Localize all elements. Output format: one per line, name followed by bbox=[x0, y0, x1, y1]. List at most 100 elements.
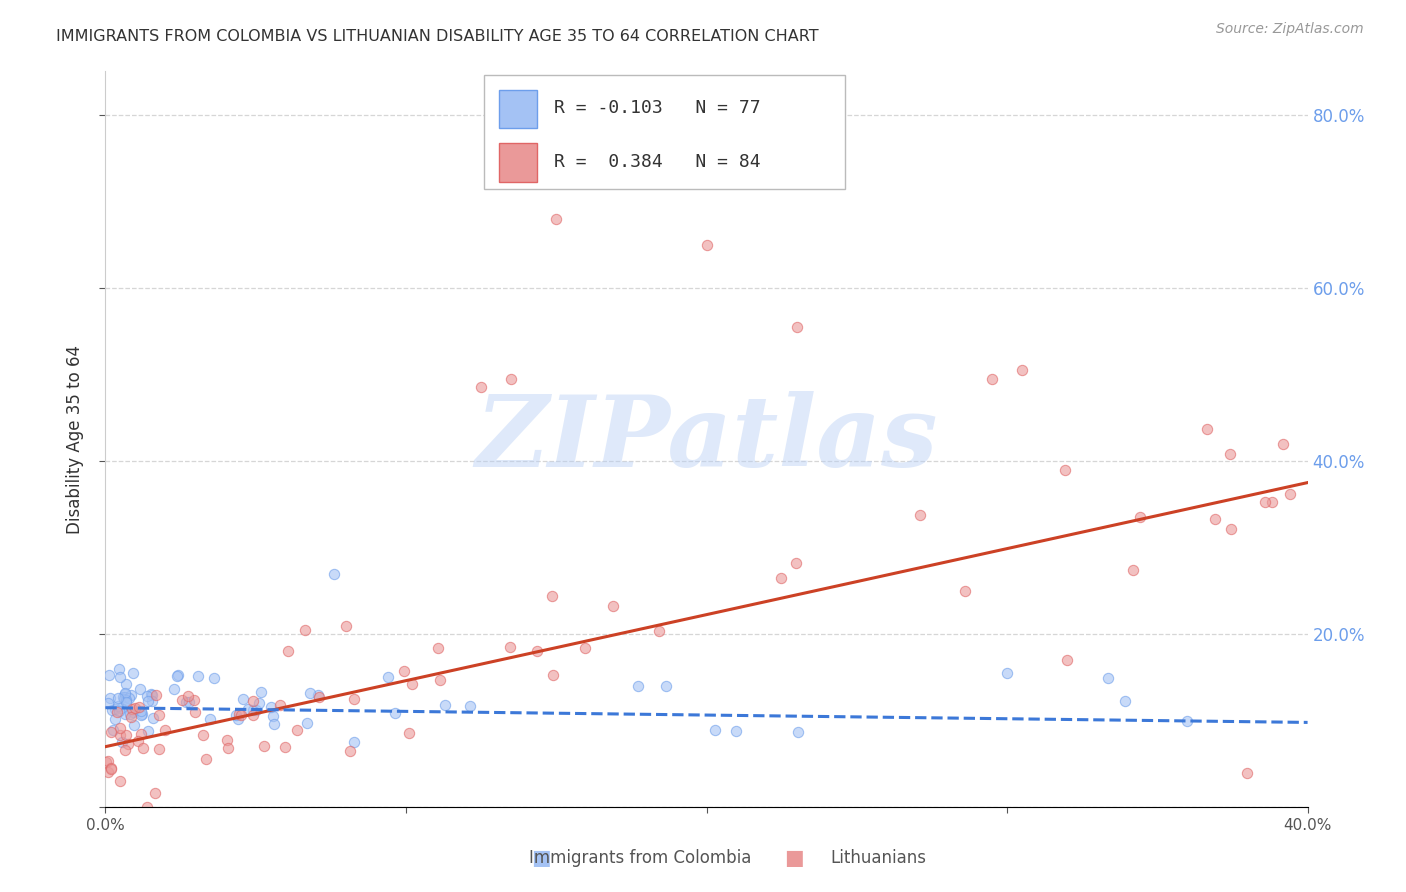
Point bbox=[285, 723, 308, 738]
Point bbox=[183, 693, 205, 707]
Point bbox=[1122, 563, 1144, 577]
Point bbox=[1220, 522, 1243, 536]
Point bbox=[377, 670, 399, 684]
Text: ■: ■ bbox=[531, 848, 551, 868]
Point bbox=[228, 706, 250, 721]
Point bbox=[100, 725, 122, 739]
Point bbox=[166, 669, 188, 683]
Point bbox=[97, 696, 120, 710]
Point bbox=[174, 695, 197, 709]
Point bbox=[242, 703, 264, 717]
Point bbox=[114, 707, 136, 722]
Point bbox=[273, 740, 295, 755]
Point bbox=[198, 712, 221, 726]
Point bbox=[136, 723, 159, 738]
Point bbox=[100, 762, 122, 776]
Point bbox=[499, 640, 522, 655]
Point bbox=[127, 733, 149, 747]
Point bbox=[277, 644, 299, 658]
Point bbox=[540, 589, 562, 603]
Point bbox=[128, 682, 150, 697]
Point bbox=[114, 728, 136, 742]
Point bbox=[97, 754, 120, 768]
Point bbox=[124, 717, 146, 731]
Point bbox=[245, 703, 267, 717]
Point bbox=[1271, 437, 1294, 451]
Point bbox=[995, 666, 1018, 681]
Point bbox=[105, 705, 128, 719]
Point bbox=[193, 728, 215, 742]
Text: Source: ZipAtlas.com: Source: ZipAtlas.com bbox=[1216, 22, 1364, 37]
Point bbox=[501, 372, 523, 386]
Point bbox=[263, 717, 285, 731]
Point bbox=[183, 706, 205, 720]
Point bbox=[401, 677, 423, 691]
Point bbox=[786, 319, 808, 334]
Point bbox=[136, 800, 159, 814]
Point bbox=[114, 687, 136, 701]
FancyBboxPatch shape bbox=[484, 75, 845, 189]
Point bbox=[1056, 653, 1078, 667]
Point bbox=[1236, 765, 1258, 780]
Point bbox=[294, 623, 316, 637]
Point bbox=[470, 380, 492, 394]
Point bbox=[1195, 422, 1218, 436]
Point bbox=[141, 688, 163, 702]
Point bbox=[299, 686, 322, 700]
Point bbox=[131, 708, 153, 723]
Point bbox=[541, 667, 564, 681]
Point bbox=[953, 584, 976, 599]
Point bbox=[167, 668, 190, 682]
Point bbox=[242, 694, 264, 708]
Point bbox=[121, 705, 143, 719]
Point bbox=[392, 665, 415, 679]
Point bbox=[129, 704, 152, 718]
Point bbox=[236, 702, 259, 716]
Point bbox=[187, 668, 209, 682]
Point bbox=[343, 735, 366, 749]
Point bbox=[163, 681, 186, 696]
Point bbox=[981, 372, 1004, 386]
Point bbox=[648, 624, 671, 639]
Point bbox=[104, 712, 127, 726]
Point bbox=[725, 723, 748, 738]
Point bbox=[112, 690, 135, 705]
Point bbox=[177, 695, 200, 709]
Point bbox=[98, 691, 121, 706]
Point bbox=[252, 739, 274, 753]
Point bbox=[145, 688, 167, 702]
Point bbox=[1053, 463, 1076, 477]
Point bbox=[322, 566, 344, 581]
Point bbox=[124, 701, 146, 715]
Point bbox=[97, 668, 120, 682]
Point bbox=[787, 725, 810, 739]
Point bbox=[131, 727, 153, 741]
Point bbox=[117, 737, 139, 751]
Point bbox=[602, 599, 624, 614]
Point bbox=[1114, 694, 1136, 708]
Point bbox=[172, 693, 194, 707]
Point bbox=[100, 761, 122, 775]
Point bbox=[384, 706, 406, 720]
Point bbox=[217, 740, 239, 755]
Point bbox=[769, 570, 792, 584]
Point bbox=[94, 756, 117, 770]
Point bbox=[785, 556, 807, 570]
Point bbox=[118, 707, 141, 722]
Point bbox=[295, 715, 318, 730]
Y-axis label: Disability Age 35 to 64: Disability Age 35 to 64 bbox=[66, 345, 84, 533]
Point bbox=[108, 670, 131, 684]
Point bbox=[460, 699, 482, 714]
Point bbox=[104, 701, 127, 715]
Point bbox=[118, 691, 141, 706]
Point bbox=[114, 693, 136, 707]
FancyBboxPatch shape bbox=[499, 90, 537, 128]
Point bbox=[225, 708, 247, 723]
Point bbox=[121, 701, 143, 715]
Point bbox=[1204, 511, 1226, 525]
Point bbox=[429, 673, 451, 687]
Point bbox=[574, 640, 596, 655]
Point bbox=[141, 694, 163, 708]
FancyBboxPatch shape bbox=[499, 144, 537, 182]
Point bbox=[1175, 714, 1198, 728]
